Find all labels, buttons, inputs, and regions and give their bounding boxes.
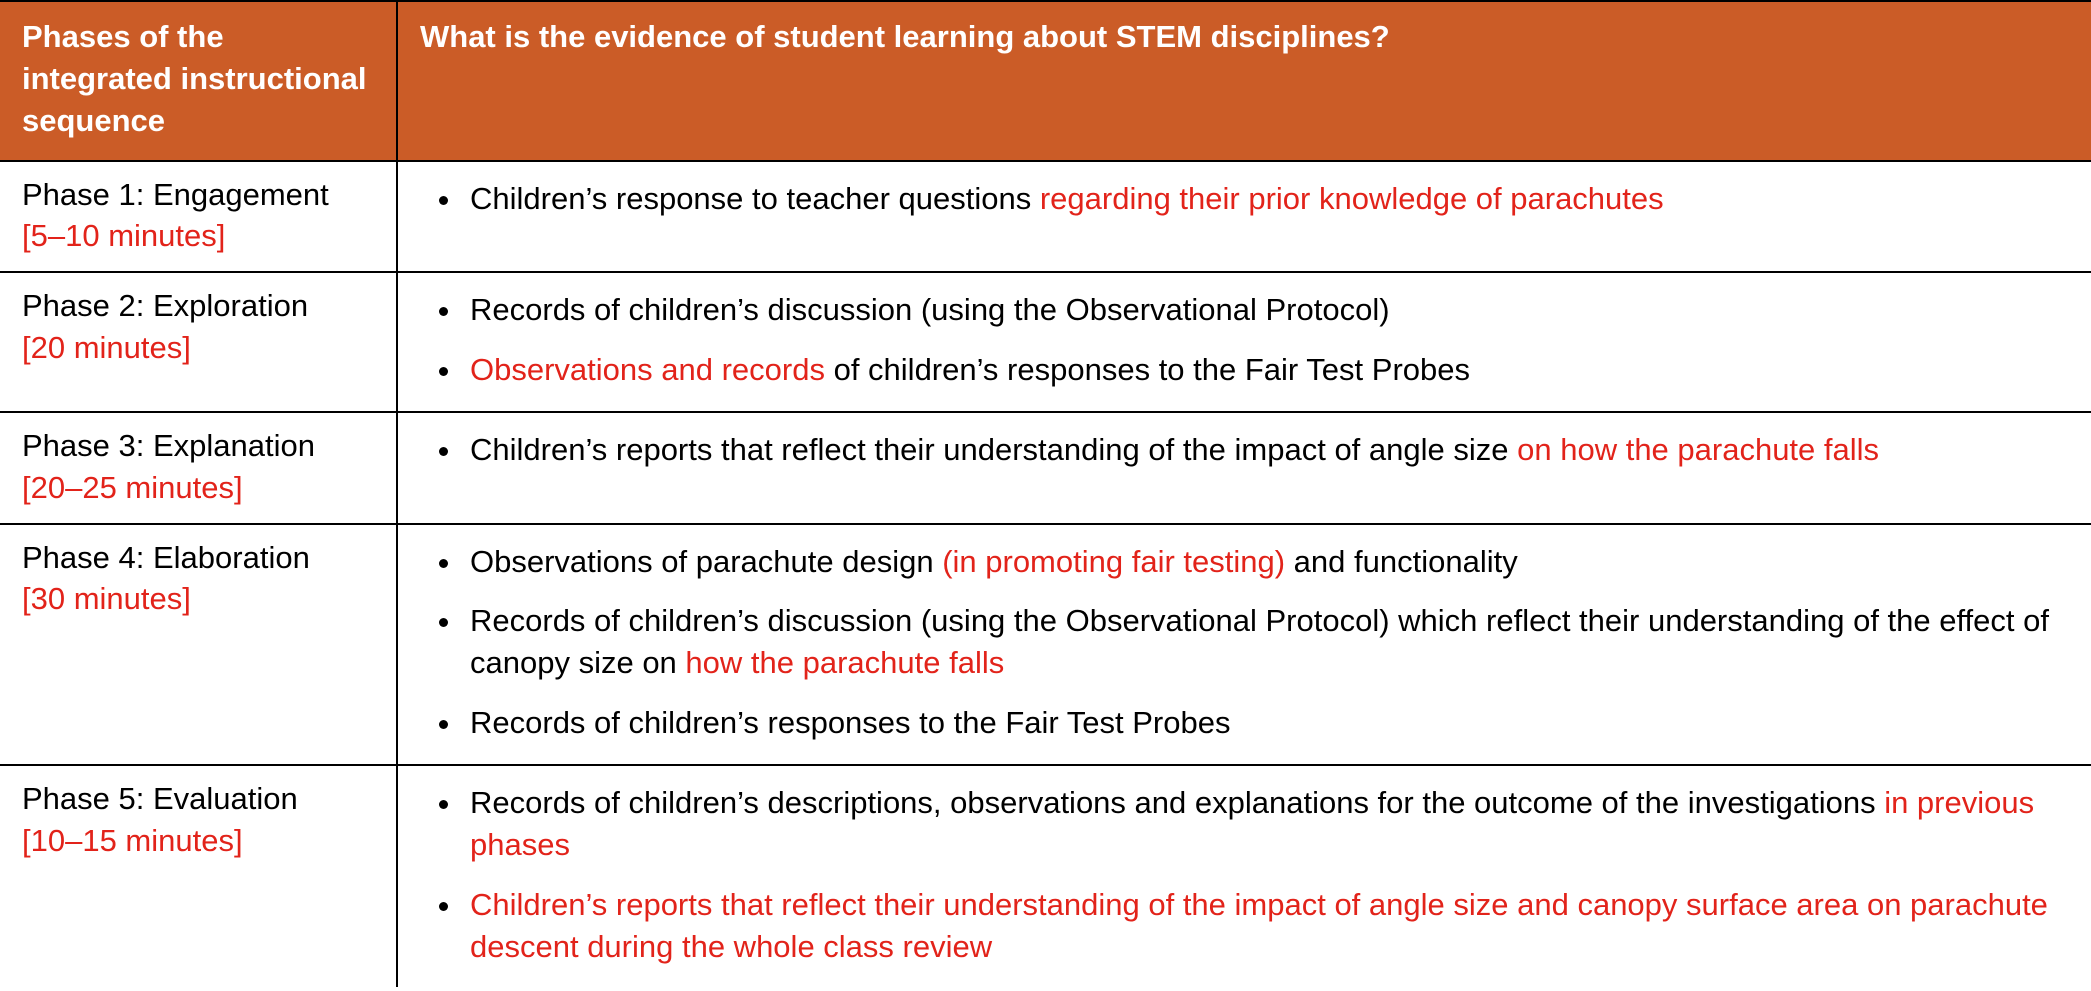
body-text: Observations of parachute design bbox=[470, 544, 942, 579]
evidence-cell: Records of children’s discussion (using … bbox=[397, 272, 2091, 412]
phase-label: Phase 1: Engagement bbox=[22, 174, 374, 216]
phase-time: [5–10 minutes] bbox=[22, 215, 374, 257]
evidence-cell: Records of children’s descriptions, obse… bbox=[397, 765, 2091, 987]
phases-table: Phases of the integrated instructional s… bbox=[0, 0, 2091, 987]
table-row: Phase 4: Elaboration[30 minutes] Observat… bbox=[0, 524, 2091, 765]
table-row: Phase 1: Engagement[5–10 minutes] Childre… bbox=[0, 161, 2091, 273]
col-header-phases: Phases of the integrated instructional s… bbox=[0, 1, 397, 161]
body-text: Children’s response to teacher questions bbox=[470, 181, 1040, 216]
list-item: Records of children’s discussion (using … bbox=[464, 285, 2069, 337]
phase-cell: Phase 4: Elaboration[30 minutes] bbox=[0, 524, 397, 765]
evidence-list: Children’s response to teacher questions… bbox=[420, 174, 2069, 226]
table-row: Phase 5: Evaluation[10–15 minutes] Record… bbox=[0, 765, 2091, 987]
body-text: and functionality bbox=[1285, 544, 1518, 579]
table-row: Phase 2: Exploration[20 minutes] Records … bbox=[0, 272, 2091, 412]
phase-label: Phase 3: Explanation bbox=[22, 425, 374, 467]
evidence-cell: Children’s reports that reflect their un… bbox=[397, 412, 2091, 524]
phase-label: Phase 2: Exploration bbox=[22, 285, 374, 327]
highlighted-text: Children’s reports that reflect their un… bbox=[470, 887, 2048, 964]
evidence-list: Children’s reports that reflect their un… bbox=[420, 425, 2069, 477]
body-text: Children’s reports that reflect their un… bbox=[470, 432, 1517, 467]
phase-time: [30 minutes] bbox=[22, 578, 374, 620]
highlighted-text: on how the parachute falls bbox=[1517, 432, 1879, 467]
evidence-list: Observations of parachute design (in pro… bbox=[420, 537, 2069, 750]
phase-cell: Phase 2: Exploration[20 minutes] bbox=[0, 272, 397, 412]
list-item: Observations and records of children’s r… bbox=[464, 345, 2069, 397]
list-item: Observations of parachute design (in pro… bbox=[464, 537, 2069, 589]
evidence-list: Records of children’s descriptions, obse… bbox=[420, 778, 2069, 973]
phase-label: Phase 5: Evaluation bbox=[22, 778, 374, 820]
phase-time: [10–15 minutes] bbox=[22, 820, 374, 862]
evidence-cell: Observations of parachute design (in pro… bbox=[397, 524, 2091, 765]
phase-cell: Phase 5: Evaluation[10–15 minutes] bbox=[0, 765, 397, 987]
highlighted-text: (in promoting fair testing) bbox=[942, 544, 1285, 579]
highlighted-text: regarding their prior knowledge of parac… bbox=[1040, 181, 1664, 216]
body-text: Records of children’s discussion (using … bbox=[470, 292, 1390, 327]
list-item: Records of children’s descriptions, obse… bbox=[464, 778, 2069, 872]
phase-label: Phase 4: Elaboration bbox=[22, 537, 374, 579]
table-row: Phase 3: Explanation[20–25 minutes] Child… bbox=[0, 412, 2091, 524]
phase-time: [20 minutes] bbox=[22, 327, 374, 369]
list-item: Records of children’s discussion (using … bbox=[464, 596, 2069, 690]
body-text: Records of children’s descriptions, obse… bbox=[470, 785, 1884, 820]
highlighted-text: Observations and records bbox=[470, 352, 825, 387]
evidence-list: Records of children’s discussion (using … bbox=[420, 285, 2069, 397]
list-item: Children’s reports that reflect their un… bbox=[464, 880, 2069, 974]
table-body: Phase 1: Engagement[5–10 minutes] Childre… bbox=[0, 161, 2091, 988]
phase-time: [20–25 minutes] bbox=[22, 467, 374, 509]
phase-cell: Phase 1: Engagement[5–10 minutes] bbox=[0, 161, 397, 273]
evidence-cell: Children’s response to teacher questions… bbox=[397, 161, 2091, 273]
body-text: Records of children’s responses to the F… bbox=[470, 705, 1230, 740]
list-item: Records of children’s responses to the F… bbox=[464, 698, 2069, 750]
body-text: of children’s responses to the Fair Test… bbox=[825, 352, 1470, 387]
col-header-evidence: What is the evidence of student learning… bbox=[397, 1, 2091, 161]
list-item: Children’s reports that reflect their un… bbox=[464, 425, 2069, 477]
highlighted-text: how the parachute falls bbox=[685, 645, 1004, 680]
list-item: Children’s response to teacher questions… bbox=[464, 174, 2069, 226]
phase-cell: Phase 3: Explanation[20–25 minutes] bbox=[0, 412, 397, 524]
table-header-row: Phases of the integrated instructional s… bbox=[0, 1, 2091, 161]
